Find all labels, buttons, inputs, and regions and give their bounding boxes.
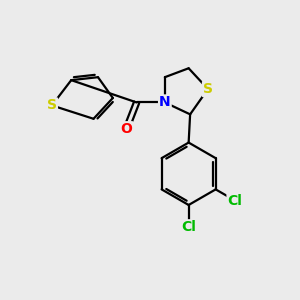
Text: S: S [47, 98, 57, 112]
Text: S: S [203, 82, 213, 96]
Text: O: O [120, 122, 132, 136]
Text: Cl: Cl [227, 194, 242, 208]
Text: N: N [159, 95, 171, 110]
Text: Cl: Cl [181, 220, 196, 234]
